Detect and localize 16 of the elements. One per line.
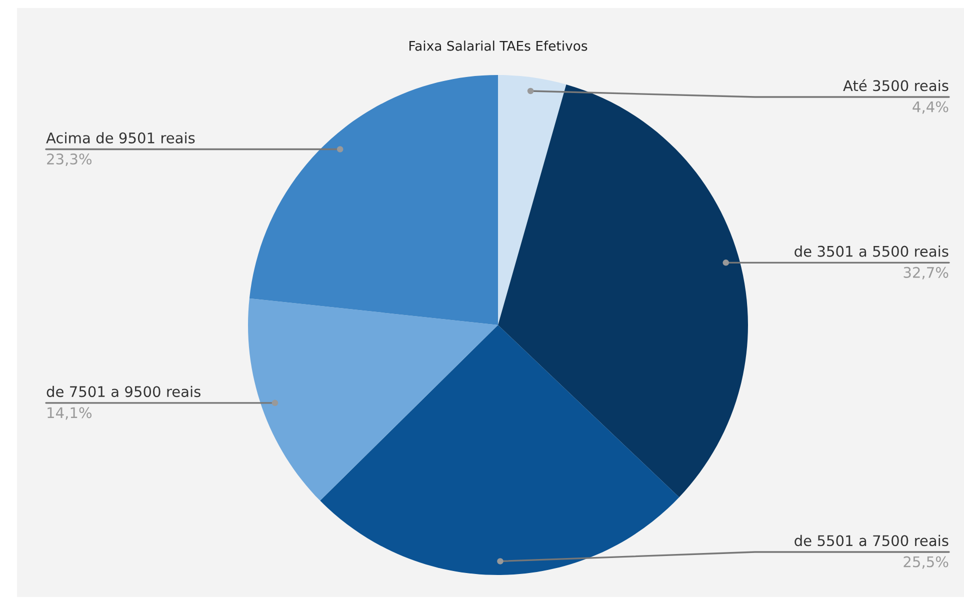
pie-slice [249, 75, 498, 325]
chart-title: Faixa Salarial TAEs Efetivos [409, 40, 588, 51]
data-label: 25,5% [904, 556, 948, 569]
slice-label: Acima de 9501 reais [46, 132, 195, 144]
slice-label: de 7501 a 9500 reais [46, 386, 200, 398]
data-label: 32,7% [904, 266, 948, 280]
pie-slice [498, 84, 748, 498]
pie-slice [498, 75, 566, 325]
slice-label: de 3501 a 5500 reais [794, 246, 948, 257]
pie-slice [320, 325, 680, 575]
slice-label: Até 3500 reais [843, 79, 948, 92]
data-label: 14,1% [48, 407, 92, 420]
data-label: 4,4% [912, 101, 948, 114]
data-label: 23,3% [47, 154, 92, 166]
pie-slice [248, 298, 498, 501]
slice-label: de 5501 a 7500 reais [794, 534, 948, 546]
